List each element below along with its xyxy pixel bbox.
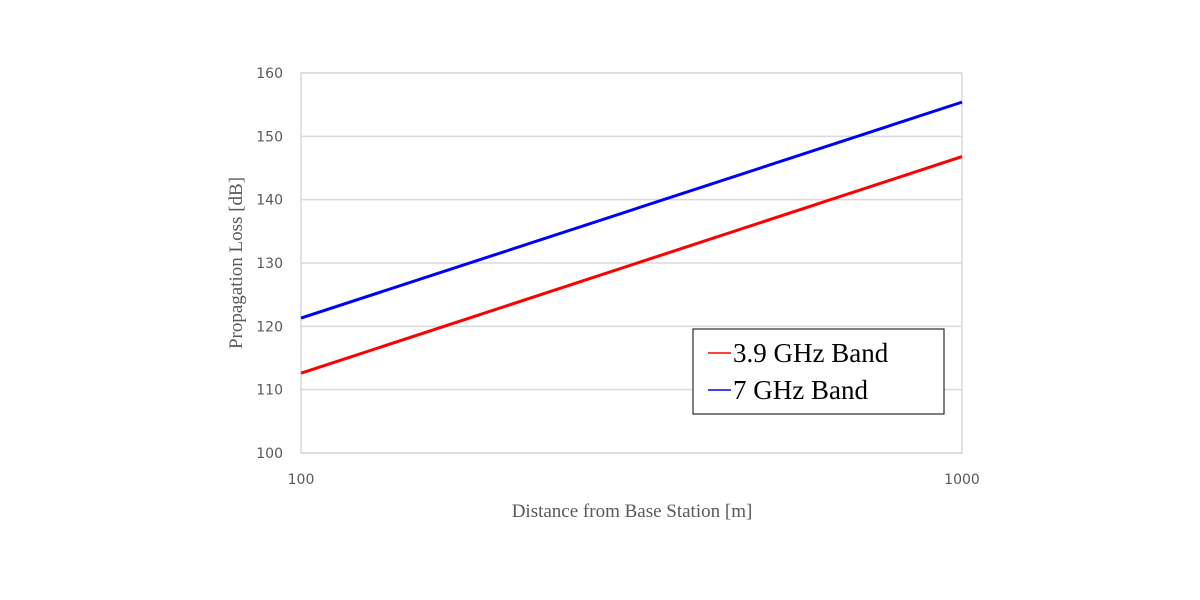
y-tick-label: 100 [256, 446, 283, 462]
y-tick-label: 140 [256, 193, 283, 209]
y-axis-ticks: 100 110 120 130 140 150 160 [256, 66, 283, 462]
x-axis-ticks: 100 1000 [288, 472, 980, 488]
x-tick-label: 1000 [944, 472, 980, 488]
y-tick-label: 150 [256, 129, 283, 145]
y-axis-title: Propagation Loss [dB] [226, 177, 247, 349]
y-tick-label: 120 [256, 319, 283, 335]
series-lines [300, 100, 963, 375]
y-tick-label: 110 [256, 383, 283, 399]
y-tick-label: 160 [256, 66, 283, 82]
series-line [300, 155, 963, 375]
x-axis-title: Distance from Base Station [m] [512, 501, 753, 522]
legend-box [692, 328, 945, 415]
plot-area-border [300, 72, 963, 454]
legend-label-7ghz: 7 GHz Band [733, 375, 868, 405]
x-tick-label: 100 [288, 472, 315, 488]
series-line [300, 100, 963, 320]
y-tick-label: 130 [256, 256, 283, 272]
legend-label-3-9ghz: 3.9 GHz Band [733, 338, 889, 368]
legend: 3.9 GHz Band 7 GHz Band [692, 328, 945, 415]
